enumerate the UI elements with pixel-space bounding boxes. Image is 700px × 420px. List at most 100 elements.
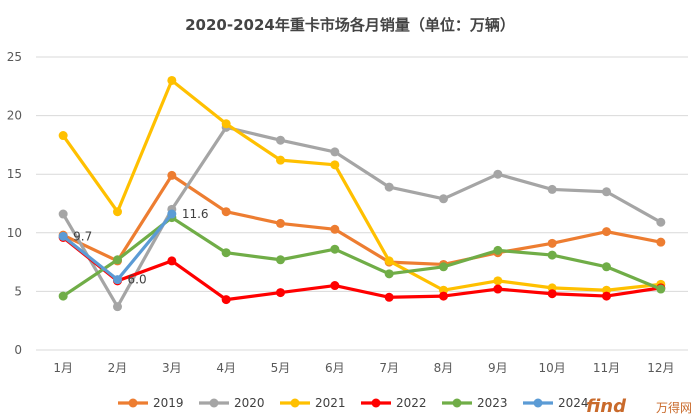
x-tick-label: 3月 — [162, 361, 182, 375]
data-point-2020 — [493, 169, 503, 179]
data-point-2023 — [656, 284, 666, 294]
y-tick-label: 5 — [14, 284, 22, 298]
series-line-2023 — [61, 215, 663, 298]
data-point-2020 — [276, 135, 285, 145]
x-tick-label: 5月 — [271, 361, 291, 375]
series-2020 — [58, 122, 666, 312]
data-point-2019 — [276, 218, 285, 228]
data-point-2021 — [493, 276, 503, 286]
x-tick-label: 6月 — [325, 361, 345, 375]
data-labels: 9.7 6.0 11.6 — [73, 207, 208, 287]
series-line-2020 — [61, 125, 663, 309]
series-2024 — [58, 209, 177, 285]
data-point-2021 — [384, 256, 394, 266]
chart-title: 2020-2024年重卡市场各月销量（单位：万辆） — [185, 16, 515, 34]
data-point-2022 — [276, 288, 285, 298]
data-point-2019 — [656, 237, 666, 247]
y-tick-label: 25 — [7, 50, 22, 64]
legend-marker — [452, 398, 462, 408]
series-line-2024 — [61, 212, 174, 282]
x-tick-label: 4月 — [216, 361, 236, 375]
x-tick-label: 10月 — [539, 361, 566, 375]
legend-marker — [371, 398, 381, 408]
y-axis-ticks: 0 5 10 15 20 25 — [7, 50, 22, 357]
data-point-2019 — [330, 224, 340, 234]
legend-marker — [209, 398, 219, 408]
y-tick-label: 15 — [7, 167, 22, 181]
data-point-2023 — [439, 262, 448, 272]
x-tick-label: 9月 — [488, 361, 508, 375]
watermark: find 万得网 — [586, 396, 692, 417]
legend-marker — [290, 398, 300, 408]
legend-item-2019[interactable]: 2019 — [118, 396, 184, 410]
data-point-2020 — [439, 194, 448, 204]
data-point-2022 — [493, 284, 503, 294]
data-point-2023 — [276, 255, 285, 265]
legend-label: 2021 — [315, 396, 346, 410]
x-tick-label: 11月 — [593, 361, 620, 375]
y-tick-label: 20 — [7, 109, 22, 123]
legend-label: 2020 — [234, 396, 265, 410]
legend-label: 2022 — [396, 396, 427, 410]
series-line-2022 — [61, 235, 663, 302]
data-point-2021 — [167, 75, 177, 85]
legend-item-2024[interactable]: 2024 — [523, 396, 589, 410]
data-point-2022 — [330, 281, 340, 291]
legend-label: 2024 — [558, 396, 589, 410]
series-2019 — [58, 170, 666, 269]
legend-marker — [128, 398, 138, 408]
legend-label: 2023 — [477, 396, 508, 410]
data-point-2019 — [167, 170, 177, 180]
x-tick-label: 8月 — [434, 361, 454, 375]
legend[interactable]: 2019 2020 2021 2022 2023 2024 — [118, 396, 589, 410]
legend-item-2022[interactable]: 2022 — [361, 396, 427, 410]
y-tick-label: 10 — [7, 226, 22, 240]
data-point-2023 — [330, 244, 340, 254]
grid — [36, 56, 688, 351]
y-tick-label: 0 — [14, 343, 22, 357]
series-2022 — [58, 232, 666, 305]
data-point-2022 — [221, 295, 231, 305]
data-point-2021 — [276, 155, 285, 165]
data-point-2023 — [493, 245, 503, 255]
data-point-2024 — [167, 209, 177, 219]
data-point-2020 — [330, 147, 340, 157]
data-point-2021 — [58, 131, 68, 141]
data-point-2019 — [547, 238, 557, 248]
data-point-2023 — [602, 262, 611, 272]
data-point-2024 — [113, 275, 122, 285]
x-tick-label: 7月 — [379, 361, 399, 375]
data-label: 9.7 — [73, 229, 92, 243]
data-point-2023 — [221, 248, 231, 258]
data-point-2023 — [547, 250, 557, 260]
data-point-2020 — [384, 182, 394, 192]
data-point-2020 — [547, 184, 557, 194]
watermark-main: find — [586, 396, 627, 417]
data-point-2023 — [113, 255, 122, 265]
data-point-2019 — [221, 207, 231, 217]
data-point-2022 — [547, 289, 557, 299]
legend-item-2020[interactable]: 2020 — [199, 396, 265, 410]
data-point-2022 — [167, 256, 177, 266]
data-point-2022 — [439, 291, 448, 301]
legend-marker — [533, 398, 543, 408]
data-point-2022 — [384, 292, 394, 302]
data-point-2019 — [602, 227, 611, 237]
data-point-2020 — [113, 302, 122, 312]
data-label: 6.0 — [128, 273, 147, 287]
data-point-2021 — [330, 160, 340, 170]
legend-item-2023[interactable]: 2023 — [442, 396, 508, 410]
x-axis-ticks: 1月 2月 3月 4月 5月 6月 7月 8月 9月 10月 11月 12月 — [53, 361, 674, 375]
data-point-2020 — [602, 187, 611, 197]
data-point-2023 — [384, 269, 394, 279]
legend-label: 2019 — [153, 396, 184, 410]
data-point-2021 — [113, 207, 122, 217]
watermark-suffix: 万得网 — [656, 400, 692, 415]
data-point-2024 — [58, 231, 68, 241]
data-point-2023 — [58, 291, 68, 301]
legend-item-2021[interactable]: 2021 — [280, 396, 346, 410]
x-tick-label: 12月 — [647, 361, 674, 375]
data-point-2020 — [656, 217, 666, 227]
x-tick-label: 1月 — [53, 361, 73, 375]
